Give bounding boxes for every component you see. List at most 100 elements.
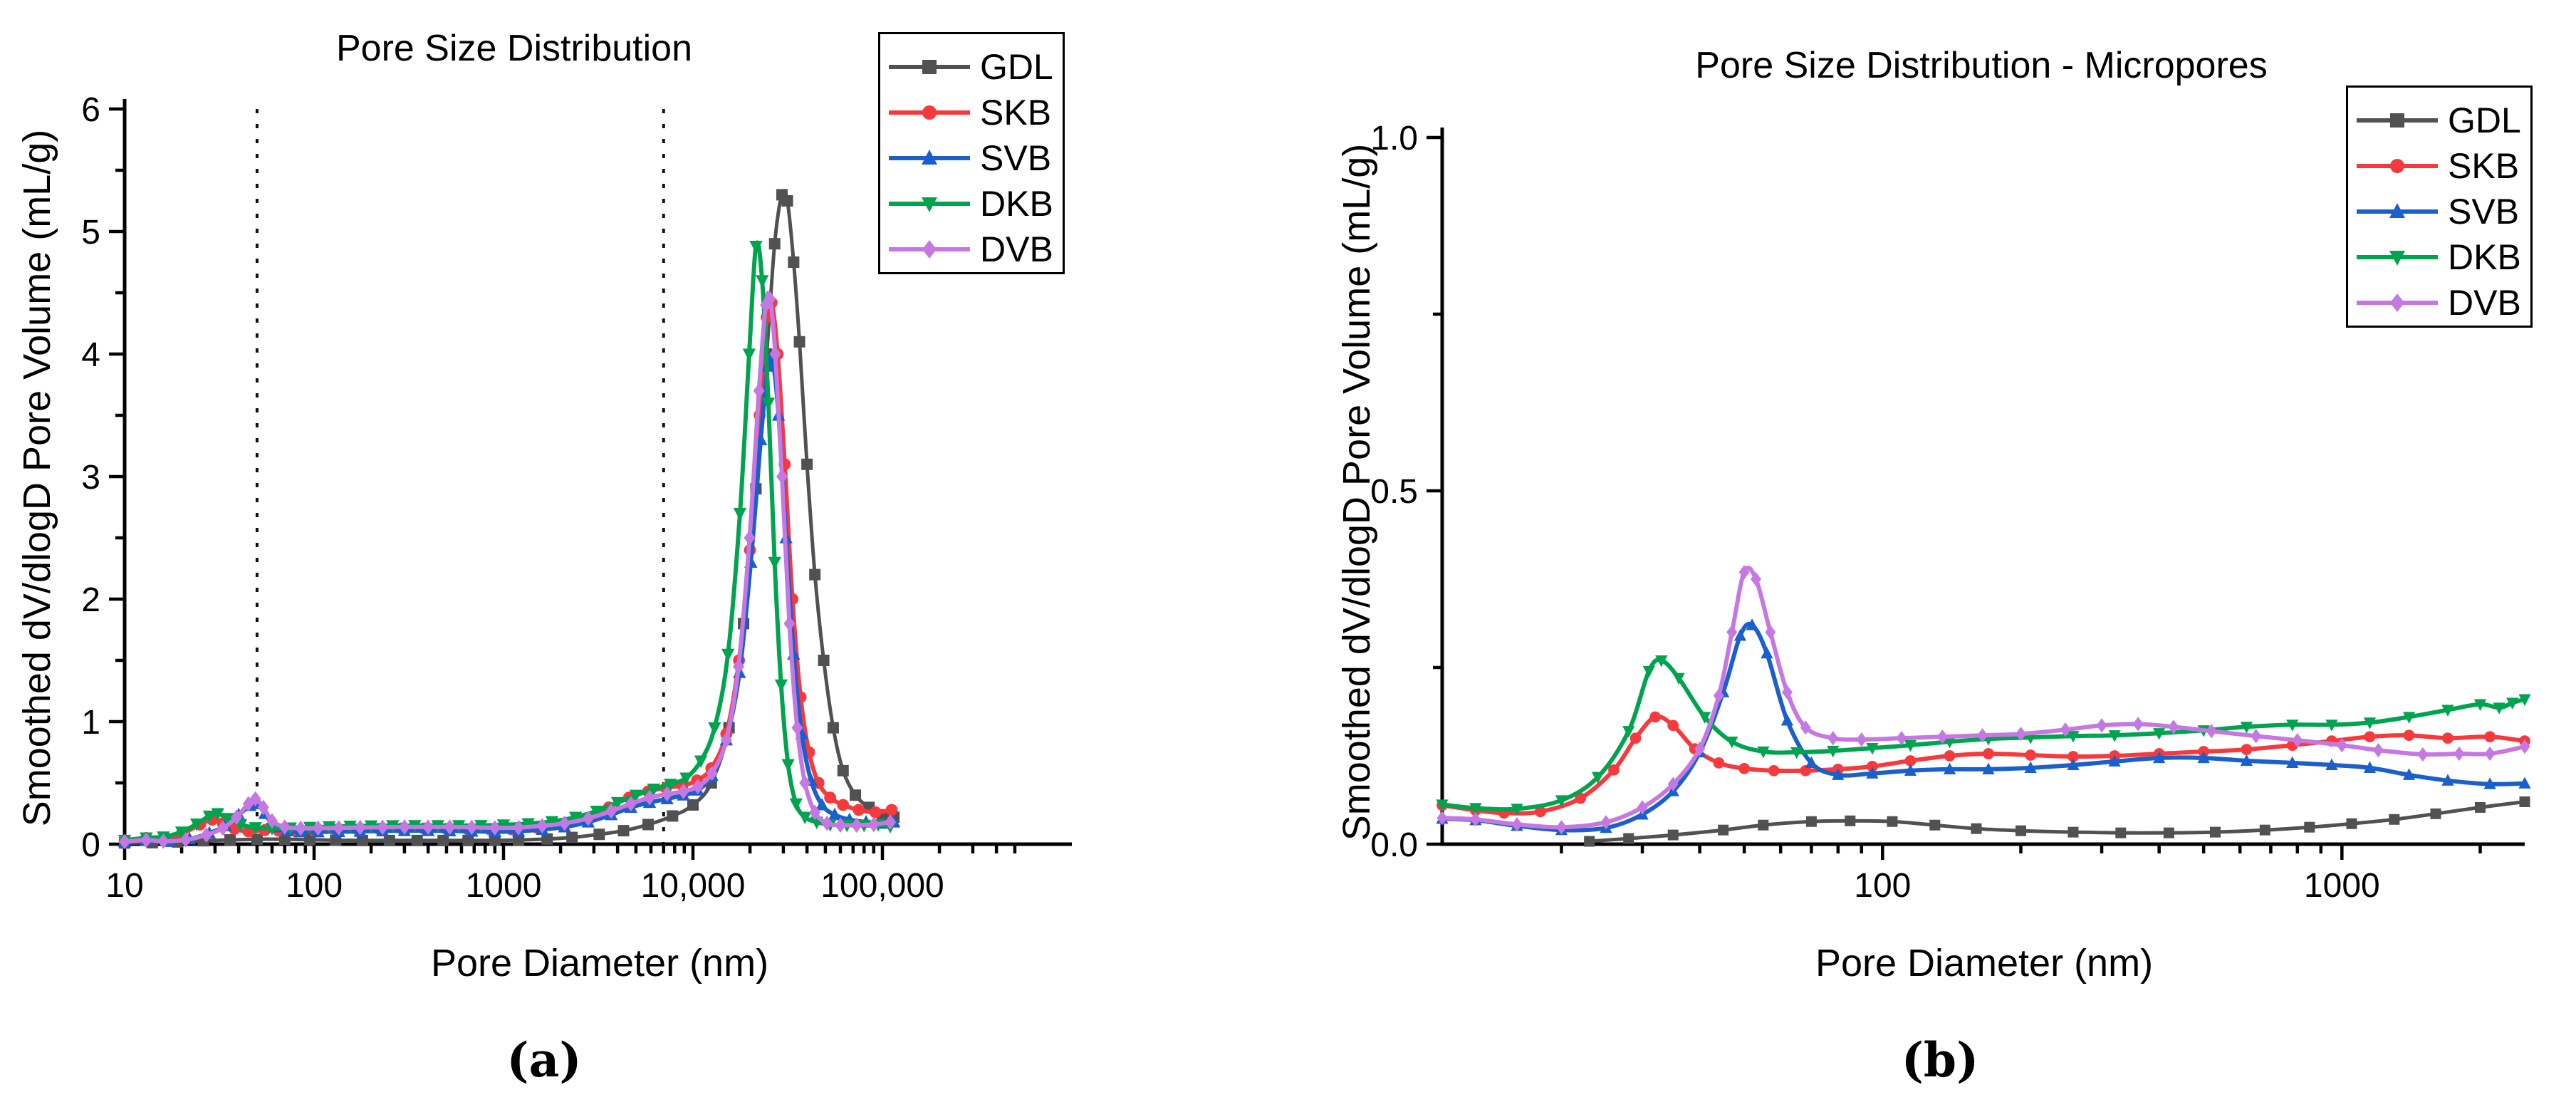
chart-b-marker-dvb (1800, 720, 1811, 735)
chart-a-marker-gdl (383, 834, 395, 846)
chart-a-marker-gdl (837, 764, 849, 776)
chart-b-marker-dvb (1827, 731, 1839, 746)
chart-b-marker-dkb (1436, 799, 1449, 811)
chart-b-marker-dkb (2441, 705, 2454, 717)
chart-a-marker-dvb (354, 819, 366, 836)
chart-a-y-tick-label: 1 (81, 704, 100, 742)
chart-a-marker-gdl (818, 655, 830, 666)
chart-b-marker-dkb (2402, 712, 2416, 724)
chart-a-marker-dvb (625, 796, 637, 812)
chart-b-marker-dkb (1591, 771, 1605, 784)
chart-b-marker-gdl (1971, 823, 1982, 834)
chart-a-marker-dkb (189, 819, 204, 831)
chart-b-marker-svb (2325, 758, 2338, 771)
legend-label-gdl: GDL (2448, 100, 2521, 140)
chart-b-marker-gdl (2115, 827, 2127, 838)
chart-b-marker-dkb (1555, 795, 1568, 807)
chart-a-marker-gdl (330, 834, 342, 846)
chart-b-marker-dvb (2168, 719, 2179, 734)
chart-b-marker-dvb (1856, 732, 1867, 747)
chart-b-marker-dvb (1436, 811, 1448, 826)
chart-a-marker-gdl (768, 238, 781, 250)
chart-b-marker-dkb (1904, 739, 1917, 752)
chart-a-marker-gdl (801, 458, 813, 470)
chart-a-marker-skb (837, 799, 850, 811)
chart-a-marker-gdl (224, 833, 236, 846)
chart-a-title: Pore Size Distribution (336, 28, 692, 69)
chart-b-marker-svb (1746, 618, 1758, 630)
chart-a-marker-dkb (221, 813, 234, 826)
chart-b-marker-dkb (1757, 746, 1770, 759)
chart-a-marker-dkb (789, 798, 803, 811)
panel-a-label: (a) (506, 1032, 582, 1088)
chart-a-marker-dvb (867, 816, 880, 833)
chart-b-marker-dvb (2484, 746, 2496, 762)
chart-b-marker-gdl (1623, 833, 1634, 844)
chart-b-marker-dvb (2417, 747, 2429, 762)
chart-b-marker-dvb (2206, 724, 2217, 739)
gdl-legend-marker-icon (889, 60, 970, 74)
chart-b-marker-gdl (1584, 836, 1595, 847)
chart-b-marker-dvb (2292, 733, 2303, 748)
legend-entry-skb: SKB (880, 90, 1063, 135)
chart-a-marker-skb (228, 823, 241, 835)
chart-a-marker-dvb (582, 811, 594, 826)
chart-a-marker-dkb (761, 398, 776, 410)
chart-b-marker-svb (2153, 751, 2166, 764)
chart-a-x-tick-label: 10 (105, 867, 143, 905)
skb-legend-marker-icon (2357, 159, 2438, 173)
legend-entry-gdl: GDL (880, 44, 1063, 90)
chart-b-marker-dkb (1622, 726, 1635, 738)
panel-b-label: (b) (1901, 1032, 1979, 1088)
dvb-legend-marker-icon (2357, 293, 2438, 312)
chart-b-marker-skb (2241, 744, 2253, 755)
chart-a-marker-gdl (541, 833, 553, 845)
chart-b-marker-dvb (1936, 729, 1948, 744)
legend-label-gdl: GDL (980, 47, 1053, 87)
chart-b-marker-skb (1944, 750, 1956, 762)
chart-a-marker-dkb (496, 819, 511, 832)
chart-a-marker-dkb (521, 818, 535, 831)
chart-a-marker-gdl (513, 834, 525, 846)
chart-b-x-tick-label: 100 (1854, 867, 1911, 905)
chart-b-series-line-gdl (1587, 800, 2527, 843)
chart-a-marker-dkb (694, 755, 708, 769)
chart-b-marker-gdl (2015, 825, 2026, 836)
chart-a-y-tick-label: 4 (81, 336, 100, 374)
legend-label-dkb: DKB (980, 184, 1053, 224)
chart-b-marker-dkb (2108, 730, 2121, 742)
chart-a-marker-dkb (590, 805, 603, 819)
chart-a-marker-dvb (536, 818, 548, 833)
chart-b-marker-gdl (2430, 808, 2441, 819)
chart-b-marker-svb (1904, 764, 1917, 776)
chart-a-marker-dkb (610, 796, 625, 810)
chart-b-marker-dkb (1790, 747, 1803, 759)
chart-a-marker-gdl (593, 828, 605, 841)
chart-a-marker-dkb (798, 811, 812, 825)
chart-a-marker-dkb (647, 784, 660, 796)
chart-a-marker-dvb (821, 815, 833, 831)
chart-a-marker-dkb (202, 810, 217, 824)
chart-b-marker-gdl (2389, 814, 2400, 825)
chart-a-marker-gdl (850, 789, 862, 801)
chart-b-marker-dkb (2067, 731, 2080, 743)
chart-b-marker-svb (2240, 754, 2253, 767)
chart-b-marker-dvb (1726, 625, 1738, 640)
gdl-legend-marker-icon (2357, 113, 2438, 128)
chart-b-yaxis-label: Smoothed dV/dlogD Pore Volume (mL/g) (1335, 143, 1378, 841)
chart-b-marker-svb (2518, 776, 2531, 789)
chart-a-marker-dvb (312, 820, 324, 836)
chart-b-marker-gdl (1929, 819, 1941, 831)
chart-b-marker-dkb (1511, 804, 1523, 816)
chart-b-marker-gdl (2519, 796, 2530, 807)
chart-b-marker-dvb (2060, 722, 2071, 737)
chart-a-marker-dkb (664, 779, 677, 791)
chart-a-marker-gdl (793, 336, 805, 348)
chart-a-marker-svb (815, 797, 829, 811)
chart-b-marker-dvb (1896, 731, 1907, 746)
chart-b-marker-skb (1667, 719, 1679, 732)
chart-b-marker-dvb (2132, 717, 2144, 732)
chart-b-marker-dvb (2251, 729, 2262, 744)
chart-b-marker-svb (2483, 777, 2496, 789)
